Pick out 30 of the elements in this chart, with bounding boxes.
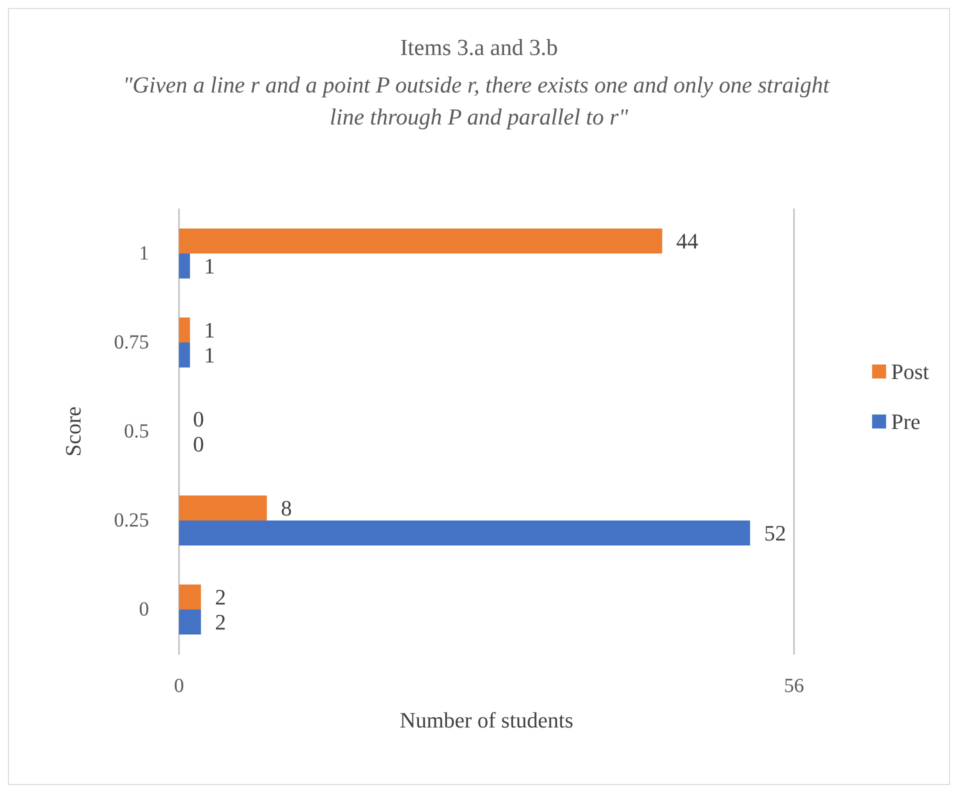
- data-label: 1: [204, 254, 215, 278]
- y-tick-label: 0.5: [124, 420, 149, 442]
- y-tick-label: 0: [139, 598, 149, 620]
- chart-title: Items 3.a and 3.b: [400, 35, 558, 60]
- y-tick-label: 1: [139, 242, 149, 264]
- data-label: 1: [204, 342, 215, 368]
- bar: [179, 610, 201, 634]
- bar: [179, 254, 190, 278]
- data-label: 0: [193, 432, 204, 456]
- y-tick-label: 0.75: [114, 332, 149, 354]
- data-label: 0: [193, 406, 204, 432]
- data-label: 52: [764, 520, 786, 546]
- y-axis-title: Score: [60, 406, 86, 457]
- y-tick-label: 0.25: [114, 510, 149, 532]
- bar: [179, 520, 750, 546]
- legend-label: Pre: [891, 409, 920, 434]
- bar: [179, 342, 190, 368]
- legend-label: Post: [891, 359, 930, 384]
- data-label: 1: [204, 318, 215, 342]
- bar: [179, 228, 662, 254]
- x-axis-title: Number of students: [400, 708, 574, 732]
- bar: [179, 496, 267, 520]
- data-label: 2: [214, 584, 226, 610]
- bar: [179, 318, 190, 342]
- data-label: 44: [676, 228, 698, 254]
- data-label: 8: [280, 496, 292, 520]
- bar: [179, 584, 201, 610]
- x-tick-label: 56: [784, 675, 804, 697]
- data-label: 2: [214, 610, 226, 634]
- chart-subtitle: "Given a line r and a point P outside r, there exists one and only one straight line through P and parallel to r": [122, 72, 836, 130]
